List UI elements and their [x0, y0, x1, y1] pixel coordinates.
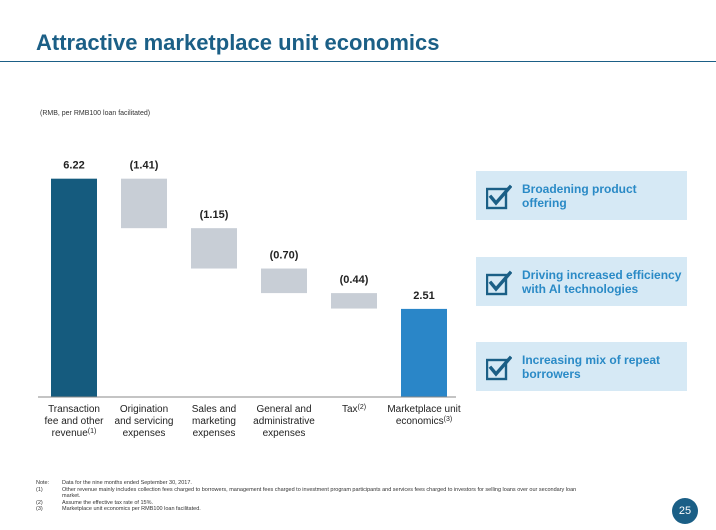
category-label: Origination and servicing expenses — [115, 404, 174, 439]
callout-repeat-borrowers: Increasing mix of repeat borrowers — [476, 342, 687, 391]
waterfall-bar — [331, 293, 377, 309]
data-label: (0.70) — [270, 250, 299, 262]
waterfall-chart: 6.22 (1.41) (1.15) (0.70) (0.44) 2.51 Transact… — [38, 160, 461, 439]
data-label: (1.15) — [200, 209, 229, 221]
category-label: Tax(2) — [342, 404, 366, 415]
callout-text: Broadening product offering — [522, 181, 637, 210]
footnote-row: (3) Marketplace unit economics per RMB10… — [36, 506, 201, 513]
data-label: (1.41) — [130, 160, 159, 172]
page-title: Attractive marketplace unit economics — [36, 30, 440, 55]
data-label: 6.22 — [63, 160, 84, 172]
checkbox-check-icon — [485, 184, 513, 209]
checkbox-check-icon — [485, 270, 513, 295]
waterfall-bar — [51, 178, 97, 397]
page-number-badge: 25 — [672, 498, 698, 524]
data-label: 2.51 — [413, 290, 434, 302]
waterfall-bar — [191, 228, 237, 269]
callout-text: Driving increased efficiency with AI tec… — [522, 267, 682, 296]
waterfall-bar — [401, 308, 447, 397]
callout-product-offering: Broadening product offering — [476, 171, 687, 220]
checkbox-check-icon — [485, 355, 513, 380]
unit-note: (RMB, per RMB100 loan facilitated) — [40, 110, 151, 117]
data-label: (0.44) — [340, 274, 369, 286]
waterfall-bar — [261, 268, 307, 294]
footnote-row: (2) Assume the effective tax rate of 15%… — [36, 499, 154, 506]
category-label: Transaction fee and other revenue(1) — [45, 404, 105, 439]
title-divider — [0, 61, 716, 62]
footnote-row: Note: Data for the nine months ended Sep… — [36, 480, 192, 486]
category-label: Marketplace unit economics(3) — [387, 404, 461, 427]
waterfall-bar — [121, 178, 167, 229]
callout-ai-efficiency: Driving increased efficiency with AI tec… — [476, 257, 687, 306]
footnote-row: (1) Other revenue mainly includes collec… — [36, 486, 577, 500]
callout-text: Increasing mix of repeat borrowers — [522, 352, 661, 381]
category-label: Sales and marketing expenses — [192, 404, 236, 439]
footnotes: Note: Data for the nine months ended Sep… — [36, 480, 596, 513]
category-label: General and administrative expenses — [253, 404, 315, 439]
